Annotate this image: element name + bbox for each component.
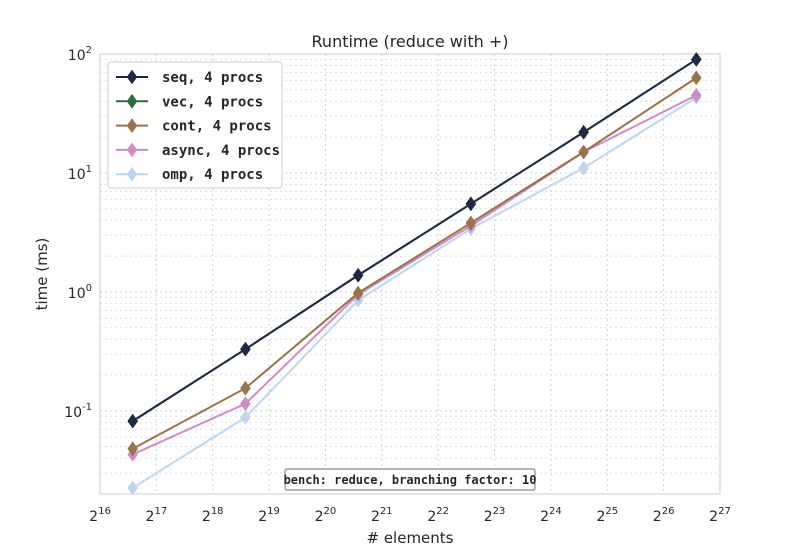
data-point-marker	[465, 215, 477, 231]
legend-marker	[126, 142, 138, 158]
series-line	[132, 58, 697, 422]
legend-entry: async, 4 procs	[116, 142, 280, 159]
series-seq	[127, 52, 702, 429]
series-line	[132, 94, 697, 456]
plot-area	[99, 53, 721, 495]
data-point-marker	[352, 267, 364, 283]
data-point-marker	[127, 480, 138, 496]
data-point-marker	[578, 124, 589, 140]
legend-marker	[126, 166, 138, 182]
legend-marker	[126, 118, 138, 134]
x-tick-labels: 216 217 218 219 220 221 222 223 224 225 226 227	[89, 506, 731, 525]
series-line	[132, 77, 697, 450]
x-tick-label: 218	[202, 506, 224, 525]
x-tick-label: 219	[258, 506, 280, 525]
series-cont	[127, 70, 702, 457]
data-point-marker	[352, 285, 364, 301]
legend-label: vec, 4 procs	[162, 94, 263, 110]
legend-label: seq, 4 procs	[162, 70, 263, 86]
annotation-frame	[284, 468, 536, 491]
data-point-marker	[240, 396, 251, 412]
data-point-marker	[240, 410, 251, 425]
y-tick-label: 10-1	[64, 402, 92, 421]
y-tick-label: 101	[68, 164, 92, 183]
legend-entry: omp, 4 procs	[116, 166, 263, 183]
series-lines	[127, 52, 702, 496]
y-axis-label: time (ms)	[33, 238, 51, 311]
x-tick-label: 222	[427, 506, 449, 525]
x-tick-label: 224	[540, 506, 562, 525]
data-point-marker	[465, 196, 477, 212]
x-tick-label: 217	[146, 506, 168, 525]
data-point-marker	[691, 70, 702, 86]
series-line	[132, 96, 697, 489]
x-tick-label: 220	[315, 506, 337, 525]
y-tick-labels: 10-1 100 101 102	[64, 45, 92, 421]
data-point-marker	[240, 341, 251, 357]
grid-lines	[99, 54, 721, 495]
chart-title: Runtime (reduce with +)	[312, 32, 509, 51]
legend-label: omp, 4 procs	[162, 167, 263, 183]
x-tick-label: 227	[709, 506, 731, 525]
legend-marker	[126, 93, 138, 109]
annotation-box: bench: reduce, branching factor: 10	[284, 468, 537, 491]
data-point-marker	[240, 380, 251, 396]
annotation-text: bench: reduce, branching factor: 10	[284, 473, 537, 487]
y-tick-label: 102	[68, 45, 92, 64]
legend-label: cont, 4 procs	[162, 119, 272, 135]
y-tick-label: 100	[68, 283, 92, 302]
legend-entry: vec, 4 procs	[116, 93, 263, 110]
x-axis-label: # elements	[366, 529, 453, 547]
legend-entry: cont, 4 procs	[116, 118, 272, 135]
data-point-marker	[691, 87, 702, 103]
data-point-marker	[578, 160, 589, 176]
legend-marker	[126, 69, 138, 85]
x-tick-label: 223	[484, 506, 506, 525]
x-tick-label: 226	[653, 506, 675, 525]
data-point-marker	[127, 441, 138, 457]
x-tick-label: 221	[371, 506, 393, 525]
x-tick-label: 225	[596, 506, 618, 525]
legend-entry: seq, 4 procs	[116, 69, 263, 86]
data-point-marker	[578, 144, 589, 160]
x-tick-label: 216	[89, 506, 111, 525]
data-point-marker	[127, 413, 138, 429]
legend-frame	[107, 61, 283, 189]
legend: seq, 4 procs vec, 4 procs cont, 4 procs asy…	[107, 61, 283, 189]
data-point-marker	[691, 52, 702, 67]
legend-label: async, 4 procs	[162, 143, 280, 159]
